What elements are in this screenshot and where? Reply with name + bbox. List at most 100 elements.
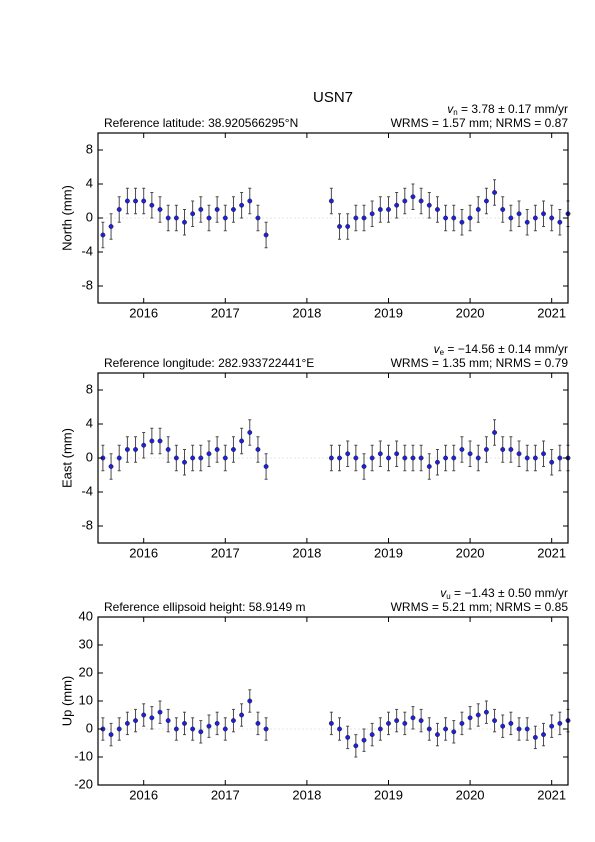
- data-point: [377, 451, 383, 457]
- reference: Reference ellipsoid height: 58.9149 m: [104, 600, 305, 614]
- data-point: [524, 219, 530, 225]
- data-point: [394, 451, 400, 457]
- data-point: [345, 451, 351, 457]
- reference: Reference longitude: 282.933722441°E: [104, 356, 314, 370]
- data-point: [361, 737, 367, 743]
- data-point: [418, 455, 424, 461]
- velocity-symbol: v: [447, 102, 454, 116]
- data-point: [255, 720, 261, 726]
- data-point: [492, 718, 498, 724]
- data-point: [492, 190, 498, 195]
- y-tick-label: 0: [86, 209, 93, 224]
- data-point: [443, 455, 449, 461]
- velocity-value: = −14.56 ± 0.14 mm/yr: [444, 342, 568, 356]
- x-tick-label: 2021: [537, 787, 566, 802]
- data-point: [475, 455, 481, 461]
- data-point: [426, 726, 432, 732]
- y-tick-label: -20: [74, 776, 93, 791]
- velocity: ve = −14.56 ± 0.14 mm/yr: [434, 342, 568, 357]
- data-point: [532, 215, 538, 221]
- velocity-subscript: u: [446, 592, 450, 601]
- data-point: [190, 726, 196, 732]
- data-point: [557, 455, 563, 461]
- data-point: [483, 198, 489, 204]
- data-point: [541, 451, 546, 457]
- data-point: [557, 219, 563, 225]
- data-point: [386, 720, 391, 726]
- data-point: [532, 455, 538, 461]
- x-tick-label: 2019: [374, 787, 403, 802]
- data-point: [165, 447, 171, 452]
- data-point: [467, 451, 473, 457]
- x-tick-label: 2016: [129, 305, 158, 320]
- x-tick-label: 2021: [537, 305, 566, 320]
- y-tick-label: -8: [81, 517, 93, 532]
- data-point: [361, 215, 367, 221]
- data-point: [516, 726, 522, 732]
- x-tick-label: 2020: [456, 305, 485, 320]
- data-point: [369, 732, 375, 738]
- data-point: [459, 447, 465, 452]
- stats: WRMS = 1.35 mm; NRMS = 0.79: [391, 356, 569, 370]
- data-point: [239, 438, 245, 444]
- data-point: [141, 198, 147, 204]
- velocity: vu = −1.43 ± 0.50 mm/yr: [440, 586, 568, 601]
- data-point: [524, 455, 530, 461]
- data-point: [124, 198, 130, 204]
- data-point: [353, 743, 359, 749]
- data-point: [231, 207, 236, 212]
- stats: WRMS = 1.57 mm; NRMS = 0.87: [391, 116, 569, 130]
- data-point: [508, 215, 514, 221]
- points: [100, 179, 571, 249]
- data-point: [198, 729, 204, 735]
- data-point: [328, 720, 334, 726]
- data-point: [345, 224, 351, 229]
- data-point: [198, 455, 204, 461]
- y-tick-label: -4: [81, 483, 93, 498]
- data-point: [500, 723, 506, 729]
- data-point: [459, 720, 465, 726]
- velocity-symbol: v: [440, 586, 447, 600]
- data-point: [182, 459, 187, 465]
- velocity-value: = −1.43 ± 0.50 mm/yr: [451, 586, 568, 600]
- data-point: [141, 442, 147, 448]
- data-point: [328, 455, 334, 461]
- data-point: [173, 215, 179, 221]
- data-point: [337, 455, 342, 461]
- data-point: [157, 207, 163, 212]
- data-point: [133, 198, 138, 204]
- y-tick-label: 20: [79, 664, 93, 679]
- data-point: [206, 451, 212, 457]
- data-point: [222, 455, 228, 461]
- data-point: [108, 732, 114, 738]
- data-point: [239, 202, 245, 208]
- data-point: [345, 734, 351, 740]
- x-tick-label: 2018: [292, 545, 321, 560]
- data-point: [353, 455, 359, 461]
- data-point: [483, 709, 489, 715]
- data-point: [116, 207, 122, 212]
- plot-frame: [97, 372, 569, 544]
- reference: Reference latitude: 38.920566295°N: [104, 116, 298, 130]
- y-tick-label: 4: [86, 415, 93, 430]
- data-point: [410, 194, 416, 200]
- y-tick-label: 8: [86, 381, 93, 396]
- data-point: [173, 455, 179, 461]
- data-point: [206, 723, 212, 729]
- data-point: [247, 698, 253, 704]
- data-point: [434, 207, 440, 212]
- data-point: [443, 726, 449, 732]
- y-tick-label: 30: [79, 636, 93, 651]
- data-point: [516, 451, 522, 457]
- data-point: [173, 726, 179, 732]
- data-point: [467, 215, 473, 221]
- data-point: [451, 455, 457, 461]
- data-point: [133, 718, 138, 724]
- data-point: [508, 447, 514, 452]
- data-point: [239, 712, 245, 718]
- data-point: [247, 430, 253, 435]
- data-point: [124, 447, 130, 452]
- data-point: [443, 215, 449, 221]
- y-axis-label: North (mm): [59, 185, 74, 251]
- y-tick-label: 0: [86, 449, 93, 464]
